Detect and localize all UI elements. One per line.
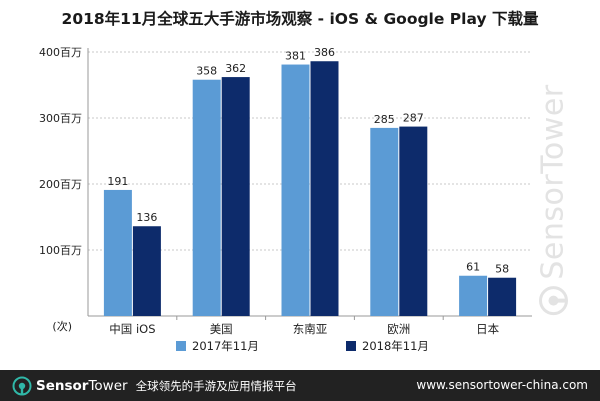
y-tick-label: 400百万	[39, 46, 82, 59]
sensortower-logo-icon	[12, 376, 32, 395]
tick-labels: 100百万 200百万 300百万 400百万 (次) 中国 iOS 美国 东南亚 欧洲 日本	[39, 46, 500, 336]
y-unit-label: (次)	[52, 319, 72, 333]
footer-brand-sensor: Sensor	[36, 377, 89, 394]
bar	[370, 127, 399, 317]
footer-url: www.sensortower-china.com	[416, 378, 588, 392]
footer-bar: SensorTower 全球领先的手游及应用情报平台 www.sensortow…	[0, 370, 600, 401]
data-label: 61	[466, 261, 480, 274]
grid-lines	[88, 51, 532, 251]
bar	[132, 226, 161, 316]
legend-label: 2017年11月	[192, 339, 259, 353]
data-label: 136	[136, 211, 157, 224]
watermark-text: SensorTower	[535, 84, 571, 280]
data-label: 285	[374, 113, 395, 126]
legend-swatch	[176, 341, 186, 351]
axes	[87, 48, 532, 320]
footer-brand: SensorTower	[36, 378, 128, 394]
bar	[399, 126, 428, 316]
bar	[192, 79, 221, 316]
data-label: 386	[314, 46, 335, 59]
legend: 2017年11月 2018年11月	[176, 339, 429, 353]
footer-slogan: 全球领先的手游及应用情报平台	[135, 378, 297, 393]
legend-label: 2018年11月	[362, 339, 429, 353]
legend-swatch	[346, 341, 356, 351]
bar	[221, 77, 250, 316]
bar	[281, 64, 310, 316]
x-tick-label: 中国 iOS	[109, 322, 155, 336]
x-tick-label: 美国	[210, 322, 233, 336]
bar-chart: 191 136 358 362 381 386 285 287 61 58 100百万 200百万 3…	[39, 46, 532, 353]
bars	[103, 61, 517, 317]
data-labels: 191 136 358 362 381 386 285 287 61 58	[107, 46, 509, 275]
data-label: 58	[495, 263, 509, 276]
bar	[103, 189, 132, 316]
sensortower-logo-icon	[538, 286, 568, 316]
x-tick-label: 东南亚	[293, 322, 328, 336]
y-tick-label: 100百万	[39, 244, 82, 257]
chart-title: 2018年11月全球五大手游市场观察 - iOS & Google Play 下…	[61, 10, 539, 28]
bar	[310, 61, 339, 316]
data-label: 381	[285, 50, 306, 63]
bar	[459, 275, 488, 316]
data-label: 358	[196, 65, 217, 78]
x-tick-label: 欧洲	[387, 322, 410, 336]
data-label: 191	[107, 175, 128, 188]
y-tick-label: 300百万	[39, 112, 82, 125]
data-label: 362	[225, 62, 246, 75]
data-label: 287	[403, 112, 424, 125]
x-tick-label: 日本	[476, 322, 499, 336]
bar	[488, 277, 517, 316]
footer-brand-tower: Tower	[88, 377, 128, 394]
y-tick-label: 200百万	[39, 178, 82, 191]
